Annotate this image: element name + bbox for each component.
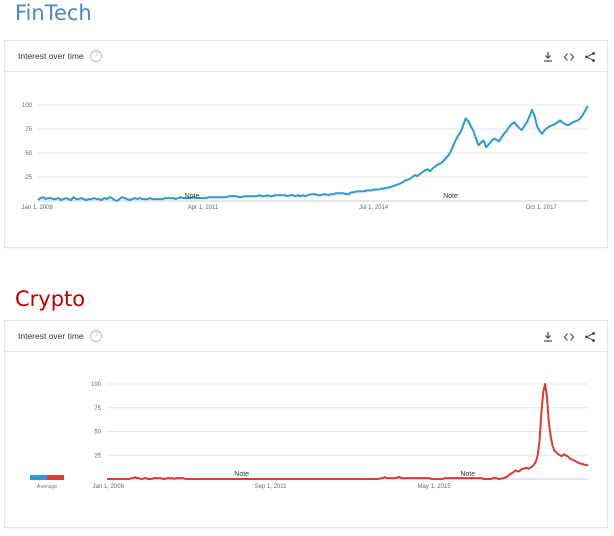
share-icon[interactable] bbox=[584, 51, 596, 63]
note-annotation: Note bbox=[460, 471, 475, 478]
average-label: Average bbox=[37, 484, 57, 490]
y-tick-label: 50 bbox=[94, 430, 101, 436]
fintech-line-chart: 25 50 75 100 Jan 1, 2008 Apr 1, 2011 Jul 1, 20… bbox=[22, 103, 589, 211]
y-tick-label: 25 bbox=[94, 453, 101, 459]
note-annotation: Note bbox=[443, 193, 458, 200]
share-icon[interactable] bbox=[584, 331, 596, 343]
average-bar-blue bbox=[30, 475, 47, 480]
note-annotation: Note bbox=[185, 193, 200, 200]
download-icon[interactable] bbox=[542, 331, 554, 343]
x-tick-label: Apr 1, 2011 bbox=[188, 205, 219, 211]
help-circle-icon[interactable]: ? bbox=[90, 330, 102, 342]
x-tick-label: Oct 1, 2017 bbox=[526, 205, 558, 211]
download-icon[interactable] bbox=[542, 51, 554, 63]
crypto-chart-card: Interest over time ? 25 50 75 100 Jan 1, 200… bbox=[5, 321, 607, 527]
x-tick-label: Sep 1, 2011 bbox=[255, 484, 288, 490]
crypto-line-chart: 25 50 75 100 Jan 1, 2008 Sep 1, 2011 May 1, 20… bbox=[30, 382, 589, 490]
y-tick-label: 100 bbox=[22, 103, 33, 109]
embed-code-icon[interactable] bbox=[563, 51, 575, 63]
y-tick-label: 75 bbox=[94, 406, 101, 412]
average-bar-red bbox=[47, 475, 64, 480]
card-header: Interest over time ? bbox=[5, 321, 607, 352]
y-tick-label: 50 bbox=[25, 151, 32, 157]
fintech-title: FinTech bbox=[15, 1, 92, 25]
series-line bbox=[107, 383, 589, 480]
embed-code-icon[interactable] bbox=[563, 331, 575, 343]
note-annotation: Note bbox=[234, 471, 249, 478]
y-tick-label: 75 bbox=[25, 127, 32, 133]
x-tick-label: Jul 1, 2014 bbox=[359, 205, 389, 211]
x-tick-label: May 1, 2015 bbox=[418, 484, 452, 490]
interest-over-time-label: Interest over time bbox=[18, 51, 84, 61]
fintech-chart-card: Interest over time ? 25 50 75 100 Jan 1, 200… bbox=[5, 41, 607, 247]
card-header: Interest over time ? bbox=[5, 41, 607, 72]
x-tick-label: Jan 1, 2008 bbox=[93, 484, 125, 490]
x-tick-label: Jan 1, 2008 bbox=[22, 205, 54, 211]
help-circle-icon[interactable]: ? bbox=[90, 50, 102, 62]
series-line bbox=[37, 105, 589, 202]
y-tick-label: 25 bbox=[25, 175, 32, 181]
crypto-title: Crypto bbox=[15, 287, 86, 311]
interest-over-time-label: Interest over time bbox=[18, 331, 84, 341]
y-tick-label: 100 bbox=[91, 382, 102, 388]
